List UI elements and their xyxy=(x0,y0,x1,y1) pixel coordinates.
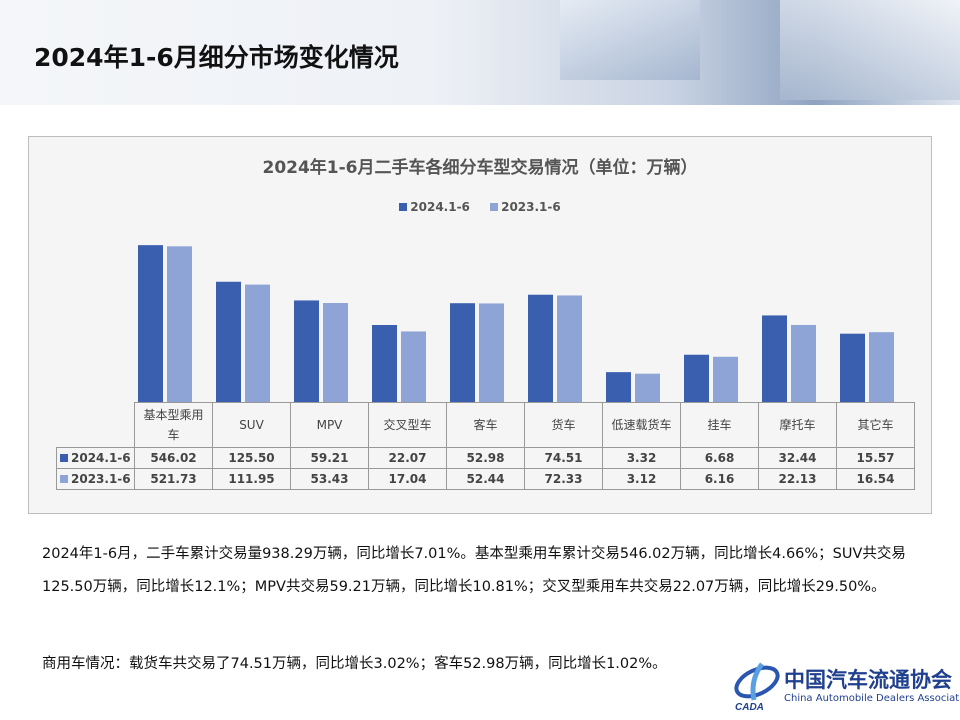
data-label: 111.95 xyxy=(212,468,291,490)
cada-logo-icon: CADA xyxy=(734,662,780,713)
bar-2023.1-6-挂车 xyxy=(713,356,738,402)
bar-2024.1-6-交叉型车 xyxy=(372,325,397,402)
bar-2023.1-6-低速载货车 xyxy=(635,373,660,402)
data-label: 6.16 xyxy=(680,468,759,490)
data-table: 基本型乘用车 SUV MPV 交叉型车 客车 货车 低速载货车 挂车 摩托车 其它车 2024.1… xyxy=(56,402,915,490)
category-label: SUV xyxy=(212,402,291,448)
data-label: 3.32 xyxy=(602,447,681,469)
bar-2024.1-6-基本型乘用车 xyxy=(138,245,163,402)
data-label: 32.44 xyxy=(758,447,837,469)
legend-item-2023: 2023.1-6 xyxy=(490,200,561,214)
data-label: 72.33 xyxy=(524,468,603,490)
legend-item-2024: 2024.1-6 xyxy=(399,200,470,214)
data-label: 15.57 xyxy=(836,447,915,469)
bar-2024.1-6-货车 xyxy=(528,294,553,402)
bar-2023.1-6-摩托车 xyxy=(791,324,816,402)
chart: 2024年1-6月二手车各细分车型交易情况（单位：万辆） 2024.1-6 20… xyxy=(28,136,932,514)
data-label: 16.54 xyxy=(836,468,915,490)
bar-2024.1-6-客车 xyxy=(450,303,475,402)
summary-paragraph: 2024年1-6月，二手车累计交易量938.29万辆，同比增长7.01%。基本型… xyxy=(42,546,906,595)
bar-2023.1-6-客车 xyxy=(479,303,504,402)
bar-2023.1-6-MPV xyxy=(323,302,348,402)
category-label: 基本型乘用车 xyxy=(134,402,213,448)
bar-2024.1-6-挂车 xyxy=(684,354,709,402)
category-label: 其它车 xyxy=(836,402,915,448)
data-label: 546.02 xyxy=(134,447,213,469)
bar-2023.1-6-货车 xyxy=(557,295,582,402)
category-label: 货车 xyxy=(524,402,603,448)
bar-2023.1-6-SUV xyxy=(245,284,270,402)
bar-2024.1-6-低速载货车 xyxy=(606,372,631,402)
logo-chinese-name: 中国汽车流通协会 xyxy=(784,667,952,692)
category-label: MPV xyxy=(290,402,369,448)
svg-text:CADA: CADA xyxy=(735,702,764,712)
category-label: 挂车 xyxy=(680,402,759,448)
category-label: 摩托车 xyxy=(758,402,837,448)
data-label: 53.43 xyxy=(290,468,369,490)
bar-2024.1-6-MPV xyxy=(294,300,319,402)
commercial-paragraph: 商用车情况：载货车共交易了74.51万辆，同比增长3.02%；客车52.98万辆… xyxy=(42,656,667,672)
logo-english-name: China Automobile Dealers Association xyxy=(784,693,960,704)
bar-2024.1-6-其它车 xyxy=(840,333,865,402)
bar-2023.1-6-其它车 xyxy=(869,332,894,402)
data-label: 52.44 xyxy=(446,468,525,490)
bar-2023.1-6-交叉型车 xyxy=(401,331,426,402)
header-banner xyxy=(0,0,960,105)
bar-2024.1-6-SUV xyxy=(216,281,241,402)
bar-plot xyxy=(138,245,894,402)
chart-legend: 2024.1-6 2023.1-6 xyxy=(29,200,931,214)
data-label: 22.07 xyxy=(368,447,447,469)
bar-2024.1-6-摩托车 xyxy=(762,315,787,402)
bar-2023.1-6-基本型乘用车 xyxy=(167,246,192,402)
cada-logo: CADA 中国汽车流通协会 China Automobile Dealers A… xyxy=(732,660,960,713)
decorative-cube xyxy=(560,0,700,80)
data-label: 74.51 xyxy=(524,447,603,469)
data-label: 6.68 xyxy=(680,447,759,469)
decorative-cube xyxy=(780,0,960,100)
data-label: 52.98 xyxy=(446,447,525,469)
data-label: 17.04 xyxy=(368,468,447,490)
data-label: 59.21 xyxy=(290,447,369,469)
category-label: 低速载货车 xyxy=(602,402,681,448)
data-label: 125.50 xyxy=(212,447,291,469)
chart-title: 2024年1-6月二手车各细分车型交易情况（单位：万辆） xyxy=(262,158,698,178)
category-label: 交叉型车 xyxy=(368,402,447,448)
page-title: 2024年1-6月细分市场变化情况 xyxy=(34,43,399,72)
data-label: 521.73 xyxy=(134,468,213,490)
category-label: 客车 xyxy=(446,402,525,448)
data-label: 22.13 xyxy=(758,468,837,490)
data-label: 3.12 xyxy=(602,468,681,490)
